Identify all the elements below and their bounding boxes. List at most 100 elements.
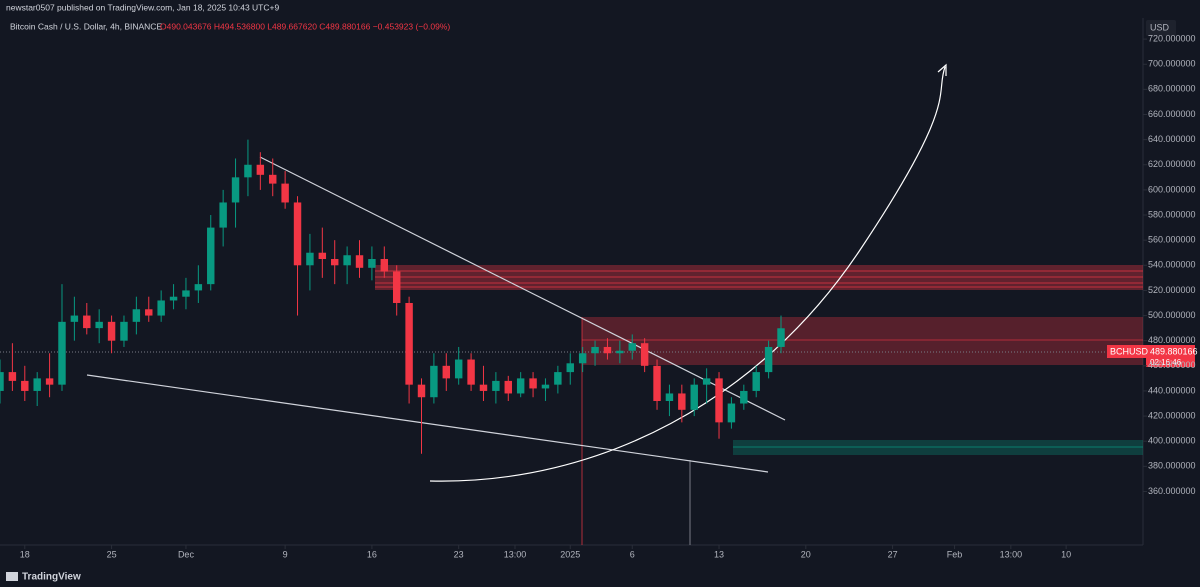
brand-logo [6, 572, 18, 581]
x-tick-label: 13:00 [504, 549, 527, 559]
candle-body [107, 321, 116, 341]
y-tick-label: 540.000000 [1148, 260, 1196, 270]
y-tick-label: 520.000000 [1148, 285, 1196, 295]
symbol-title: Bitcoin Cash / U.S. Dollar, 4h, BINANCE [10, 21, 162, 31]
candle-body [182, 290, 190, 297]
candle-body [83, 315, 91, 329]
y-tick-label: 400.000000 [1148, 436, 1196, 446]
candle-body [157, 300, 165, 316]
candle-body [145, 309, 153, 316]
candle-body [492, 380, 500, 391]
candle-body [541, 384, 550, 389]
candle-body [21, 380, 29, 391]
countdown-tag [1146, 358, 1195, 367]
y-tick-label: 640.000000 [1148, 134, 1196, 144]
candle-body [318, 252, 327, 260]
candle-body [405, 302, 413, 385]
drawings [0, 63, 1143, 545]
y-tick-label: 360.000000 [1148, 486, 1196, 496]
x-tick-label: 13 [714, 549, 724, 559]
candle-body [343, 255, 351, 266]
candle-body [33, 378, 41, 391]
candle-body [752, 372, 760, 391]
projection-curve [429, 66, 946, 482]
candle-body [566, 363, 574, 373]
candle-body [740, 390, 748, 404]
candle-body [504, 380, 512, 394]
price-tag-symbol: BCHUSD [1110, 346, 1149, 356]
candle-body [430, 365, 438, 398]
x-tick-label: 18 [20, 549, 30, 559]
candle-body [529, 378, 537, 389]
candle-body [715, 378, 723, 423]
arrow-head [937, 63, 947, 76]
candle-body [380, 259, 389, 272]
y-tick-label: 620.000000 [1148, 159, 1196, 169]
currency: USD [1150, 22, 1170, 32]
x-tick-label: 6 [630, 549, 635, 559]
y-tick-label: 600.000000 [1148, 184, 1196, 194]
candle-body [454, 359, 463, 379]
candle-body [678, 393, 686, 410]
y-tick-label: 420.000000 [1148, 410, 1196, 420]
candle-body [578, 353, 587, 364]
candle-body [368, 259, 376, 268]
y-tick-label: 560.000000 [1148, 235, 1196, 245]
y-tick-label: 440.000000 [1148, 385, 1196, 395]
y-tick-label: 720.000000 [1148, 33, 1196, 43]
candle-body [293, 202, 302, 266]
candle-body [45, 378, 54, 385]
candle-body [727, 403, 736, 423]
candle-body [306, 252, 314, 266]
y-tick-label: 700.000000 [1148, 59, 1196, 69]
candle-body [0, 372, 4, 391]
price-tag-countdown: 02:16:46 [1150, 358, 1182, 367]
candle-body [207, 227, 215, 285]
candle-body [256, 164, 265, 175]
candle-body [194, 284, 203, 291]
trend-line [259, 156, 786, 421]
y-tick-label: 580.000000 [1148, 209, 1196, 219]
candle-body [417, 384, 426, 398]
candle-body [120, 321, 128, 341]
candle-body [95, 321, 103, 329]
candle-body [479, 384, 488, 391]
candle-body [690, 384, 698, 410]
candle-body [554, 372, 562, 385]
publisher-line: newstar0507 published on TradingView.com… [6, 2, 279, 12]
x-tick-label: 2025 [560, 549, 580, 559]
candle-body [653, 365, 661, 401]
candle-body [244, 164, 252, 178]
y-tick-label: 500.000000 [1148, 310, 1196, 320]
x-tick-label: 13:00 [1000, 549, 1023, 559]
candle-body [764, 346, 773, 373]
price-tag [1107, 345, 1195, 358]
candle-body [516, 378, 525, 394]
x-tick-label: 10 [1061, 549, 1071, 559]
y-tick-label: 680.000000 [1148, 84, 1196, 94]
candle-body [219, 202, 227, 228]
candle-body [231, 177, 240, 203]
ohlc-text: O490.043676 H494.536800 L489.667620 C489… [160, 21, 450, 31]
candle-body [269, 174, 277, 184]
candle-body [442, 365, 451, 379]
x-tick-label: Dec [178, 549, 195, 559]
candle-body [702, 378, 711, 385]
x-tick-label: 20 [801, 549, 811, 559]
candle-body [591, 346, 599, 354]
brand: TradingView [22, 572, 81, 583]
y-tick-label: 460.000000 [1148, 360, 1196, 370]
candle-body [330, 259, 339, 266]
candle-body [392, 271, 401, 303]
candle-body [58, 321, 66, 385]
y-tick-label: 480.000000 [1148, 335, 1196, 345]
candle-body [169, 296, 178, 301]
x-tick-label: Feb [947, 549, 963, 559]
candle-body [640, 343, 649, 366]
currency-box [1146, 20, 1176, 36]
candle-body [603, 346, 612, 354]
candle-body [70, 315, 79, 322]
x-tick-label: 23 [454, 549, 464, 559]
candles [0, 139, 785, 454]
